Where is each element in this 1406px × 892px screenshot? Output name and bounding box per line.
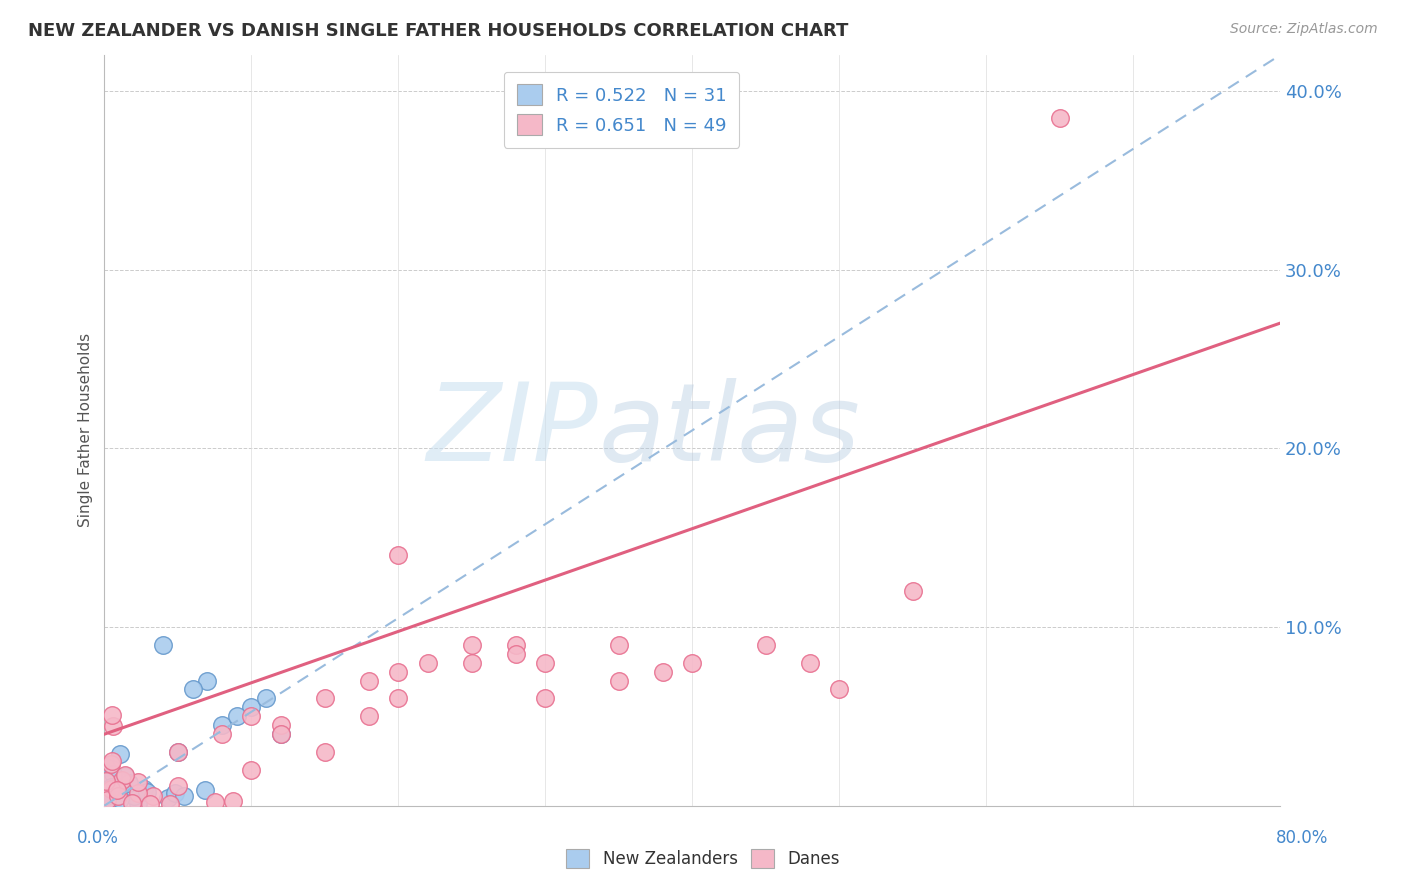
Point xyxy=(96,792,118,806)
Point xyxy=(108,747,131,762)
Point xyxy=(211,727,233,741)
Point xyxy=(156,790,179,805)
Point xyxy=(118,775,141,789)
Point xyxy=(270,718,292,732)
Point xyxy=(240,700,263,714)
Point xyxy=(357,709,380,723)
Text: NEW ZEALANDER VS DANISH SINGLE FATHER HOUSEHOLDS CORRELATION CHART: NEW ZEALANDER VS DANISH SINGLE FATHER HO… xyxy=(28,22,848,40)
Point xyxy=(505,638,527,652)
Point xyxy=(681,656,703,670)
Point xyxy=(181,682,204,697)
Point xyxy=(100,708,122,723)
Point xyxy=(111,773,134,788)
Point xyxy=(314,745,336,759)
Point xyxy=(105,789,128,803)
Point xyxy=(101,794,124,808)
Point xyxy=(607,638,630,652)
Point xyxy=(96,793,118,807)
Point xyxy=(101,719,124,733)
Point xyxy=(107,789,129,803)
Point xyxy=(167,779,190,793)
Point xyxy=(94,789,117,804)
Point xyxy=(114,768,136,782)
Point xyxy=(138,797,160,811)
Point xyxy=(105,783,128,797)
Point xyxy=(211,718,233,732)
Point xyxy=(1049,111,1071,125)
Point xyxy=(100,782,122,797)
Point xyxy=(254,691,277,706)
Point xyxy=(134,781,156,796)
Text: atlas: atlas xyxy=(598,378,860,483)
Point xyxy=(651,665,673,679)
Point xyxy=(110,791,132,805)
Point xyxy=(173,789,195,803)
Point xyxy=(111,784,134,798)
Point xyxy=(127,786,149,800)
Point xyxy=(387,691,409,706)
Point xyxy=(100,757,122,772)
Point xyxy=(799,656,821,670)
Text: 0.0%: 0.0% xyxy=(77,829,120,847)
Point xyxy=(270,727,292,741)
Point xyxy=(96,759,118,773)
Point xyxy=(194,782,217,797)
Point xyxy=(142,789,165,804)
Point xyxy=(114,769,136,783)
Point xyxy=(534,656,557,670)
Point xyxy=(314,691,336,706)
Point xyxy=(167,745,190,759)
Point xyxy=(101,755,124,769)
Point xyxy=(152,638,174,652)
Legend: R = 0.522   N = 31, R = 0.651   N = 49: R = 0.522 N = 31, R = 0.651 N = 49 xyxy=(503,71,740,148)
Point xyxy=(96,785,118,799)
Point xyxy=(828,682,851,697)
Point xyxy=(461,638,484,652)
Point xyxy=(901,584,924,599)
Point xyxy=(165,786,187,800)
Point xyxy=(240,763,263,777)
Point xyxy=(136,785,159,799)
Point xyxy=(111,775,134,789)
Point xyxy=(225,709,247,723)
Point xyxy=(387,665,409,679)
Point xyxy=(103,767,125,781)
Point xyxy=(127,774,149,789)
Point xyxy=(416,656,439,670)
Text: Source: ZipAtlas.com: Source: ZipAtlas.com xyxy=(1230,22,1378,37)
Point xyxy=(387,549,409,563)
Point xyxy=(100,780,122,795)
Point xyxy=(607,673,630,688)
Point xyxy=(94,773,117,788)
Point xyxy=(357,673,380,688)
Text: ZIP: ZIP xyxy=(426,378,598,483)
Legend: New Zealanders, Danes: New Zealanders, Danes xyxy=(560,842,846,875)
Point xyxy=(534,691,557,706)
Point xyxy=(222,794,245,808)
Point xyxy=(270,727,292,741)
Point xyxy=(159,797,181,811)
Y-axis label: Single Father Households: Single Father Households xyxy=(79,334,93,527)
Point xyxy=(195,673,218,688)
Point xyxy=(127,796,149,810)
Point xyxy=(461,656,484,670)
Point xyxy=(755,638,778,652)
Point xyxy=(204,795,226,809)
Point xyxy=(505,647,527,661)
Point xyxy=(124,789,146,803)
Point xyxy=(167,745,190,759)
Point xyxy=(121,796,143,810)
Text: 80.0%: 80.0% xyxy=(1277,829,1329,847)
Point xyxy=(240,709,263,723)
